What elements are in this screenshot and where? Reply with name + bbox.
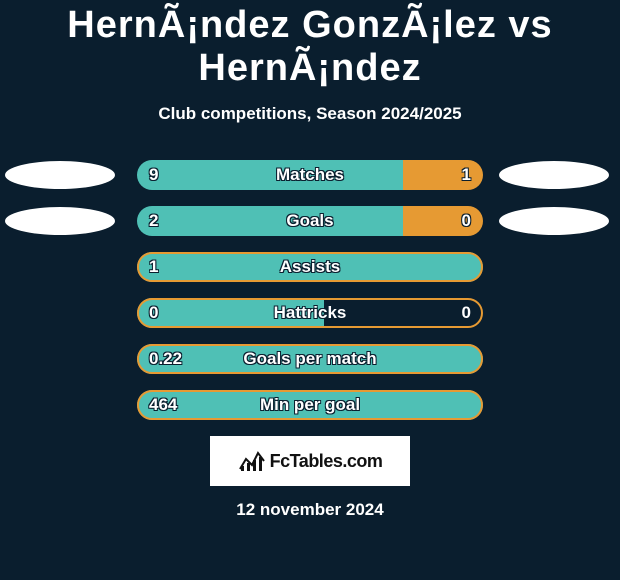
avatar [499,207,609,235]
stats-rows: Matches91Goals20Assists1Hattricks00Goals… [0,160,620,420]
branding-badge: FcTables.com [210,436,410,486]
subtitle: Club competitions, Season 2024/2025 [0,104,620,124]
stat-left-value: 464 [149,390,177,420]
stat-bar: Assists1 [137,252,483,282]
avatar [5,207,115,235]
stat-right-value: 1 [462,160,471,190]
stat-row: Hattricks0 0 [0,298,620,328]
branding-text: FcTables.com [270,451,383,472]
branding-icon [238,449,266,473]
stat-bar: Matches9 1 [137,160,483,190]
stat-row: Goals2 0 [0,206,620,236]
stat-row: Assists1 [0,252,620,282]
stat-left-value: 0.22 [149,344,182,374]
stat-left-value: 1 [149,252,158,282]
avatar [499,161,609,189]
stat-bar: Min per goal464 [137,390,483,420]
stat-right-value: 0 [462,206,471,236]
stat-row: Goals per match0.22 [0,344,620,374]
stat-row: Min per goal464 [0,390,620,420]
stat-left-value: 9 [149,160,158,190]
stat-row: Matches9 1 [0,160,620,190]
stat-bar: Hattricks0 0 [137,298,483,328]
stat-label: Goals per match [137,344,483,374]
stat-bar: Goals per match0.22 [137,344,483,374]
stat-label: Min per goal [137,390,483,420]
date-stamp: 12 november 2024 [0,500,620,520]
stat-label: Hattricks [137,298,483,328]
stat-left-value: 0 [149,298,158,328]
stat-label: Assists [137,252,483,282]
stat-left-value: 2 [149,206,158,236]
stat-label: Matches [137,160,483,190]
stat-right-value: 0 [462,298,471,328]
stat-bar: Goals2 0 [137,206,483,236]
page-title: HernÃ¡ndez GonzÃ¡lez vs HernÃ¡ndez [0,0,620,90]
stat-label: Goals [137,206,483,236]
avatar [5,161,115,189]
